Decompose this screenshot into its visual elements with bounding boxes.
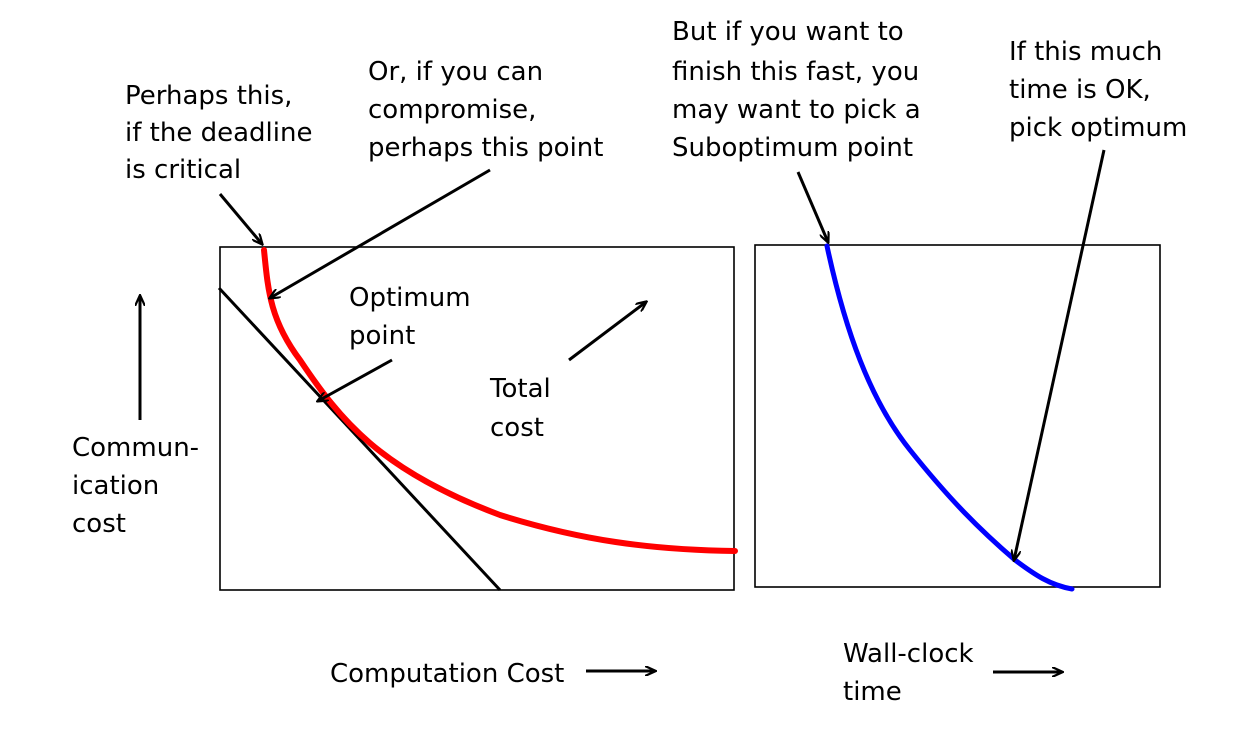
tangent-line xyxy=(217,286,502,592)
deadline-arrow-icon xyxy=(218,193,262,244)
total-cost-curve xyxy=(261,247,738,554)
wall-clock-time-curve xyxy=(824,243,1075,592)
suboptimum-arrow-icon xyxy=(796,171,828,242)
compromise-annotation: Or, if you can compromise, perhaps this … xyxy=(368,57,603,163)
deadline-annotation: Perhaps this, if the deadline is critica… xyxy=(125,81,321,185)
total-cost-label: Total cost xyxy=(489,374,559,443)
optimum-arrow-icon xyxy=(318,358,393,401)
x-axis-label: Computation Cost xyxy=(330,659,564,689)
right-optimum-annotation: If this much time is OK, pick optimum xyxy=(1009,37,1187,143)
right-optimum-arrow-icon xyxy=(1014,149,1106,560)
suboptimum-annotation: But if you want to finish this fast, you… xyxy=(672,17,929,163)
right-panel-frame xyxy=(754,244,1161,588)
wall-clock-label: Wall-clock time xyxy=(843,639,982,707)
compromise-arrow-icon xyxy=(270,168,491,298)
total-cost-arrow-icon xyxy=(568,302,646,362)
optimum-annotation: Optimum point xyxy=(349,283,479,351)
left-panel-frame xyxy=(219,246,735,591)
y-axis-label: Commun- ication cost xyxy=(72,433,207,539)
